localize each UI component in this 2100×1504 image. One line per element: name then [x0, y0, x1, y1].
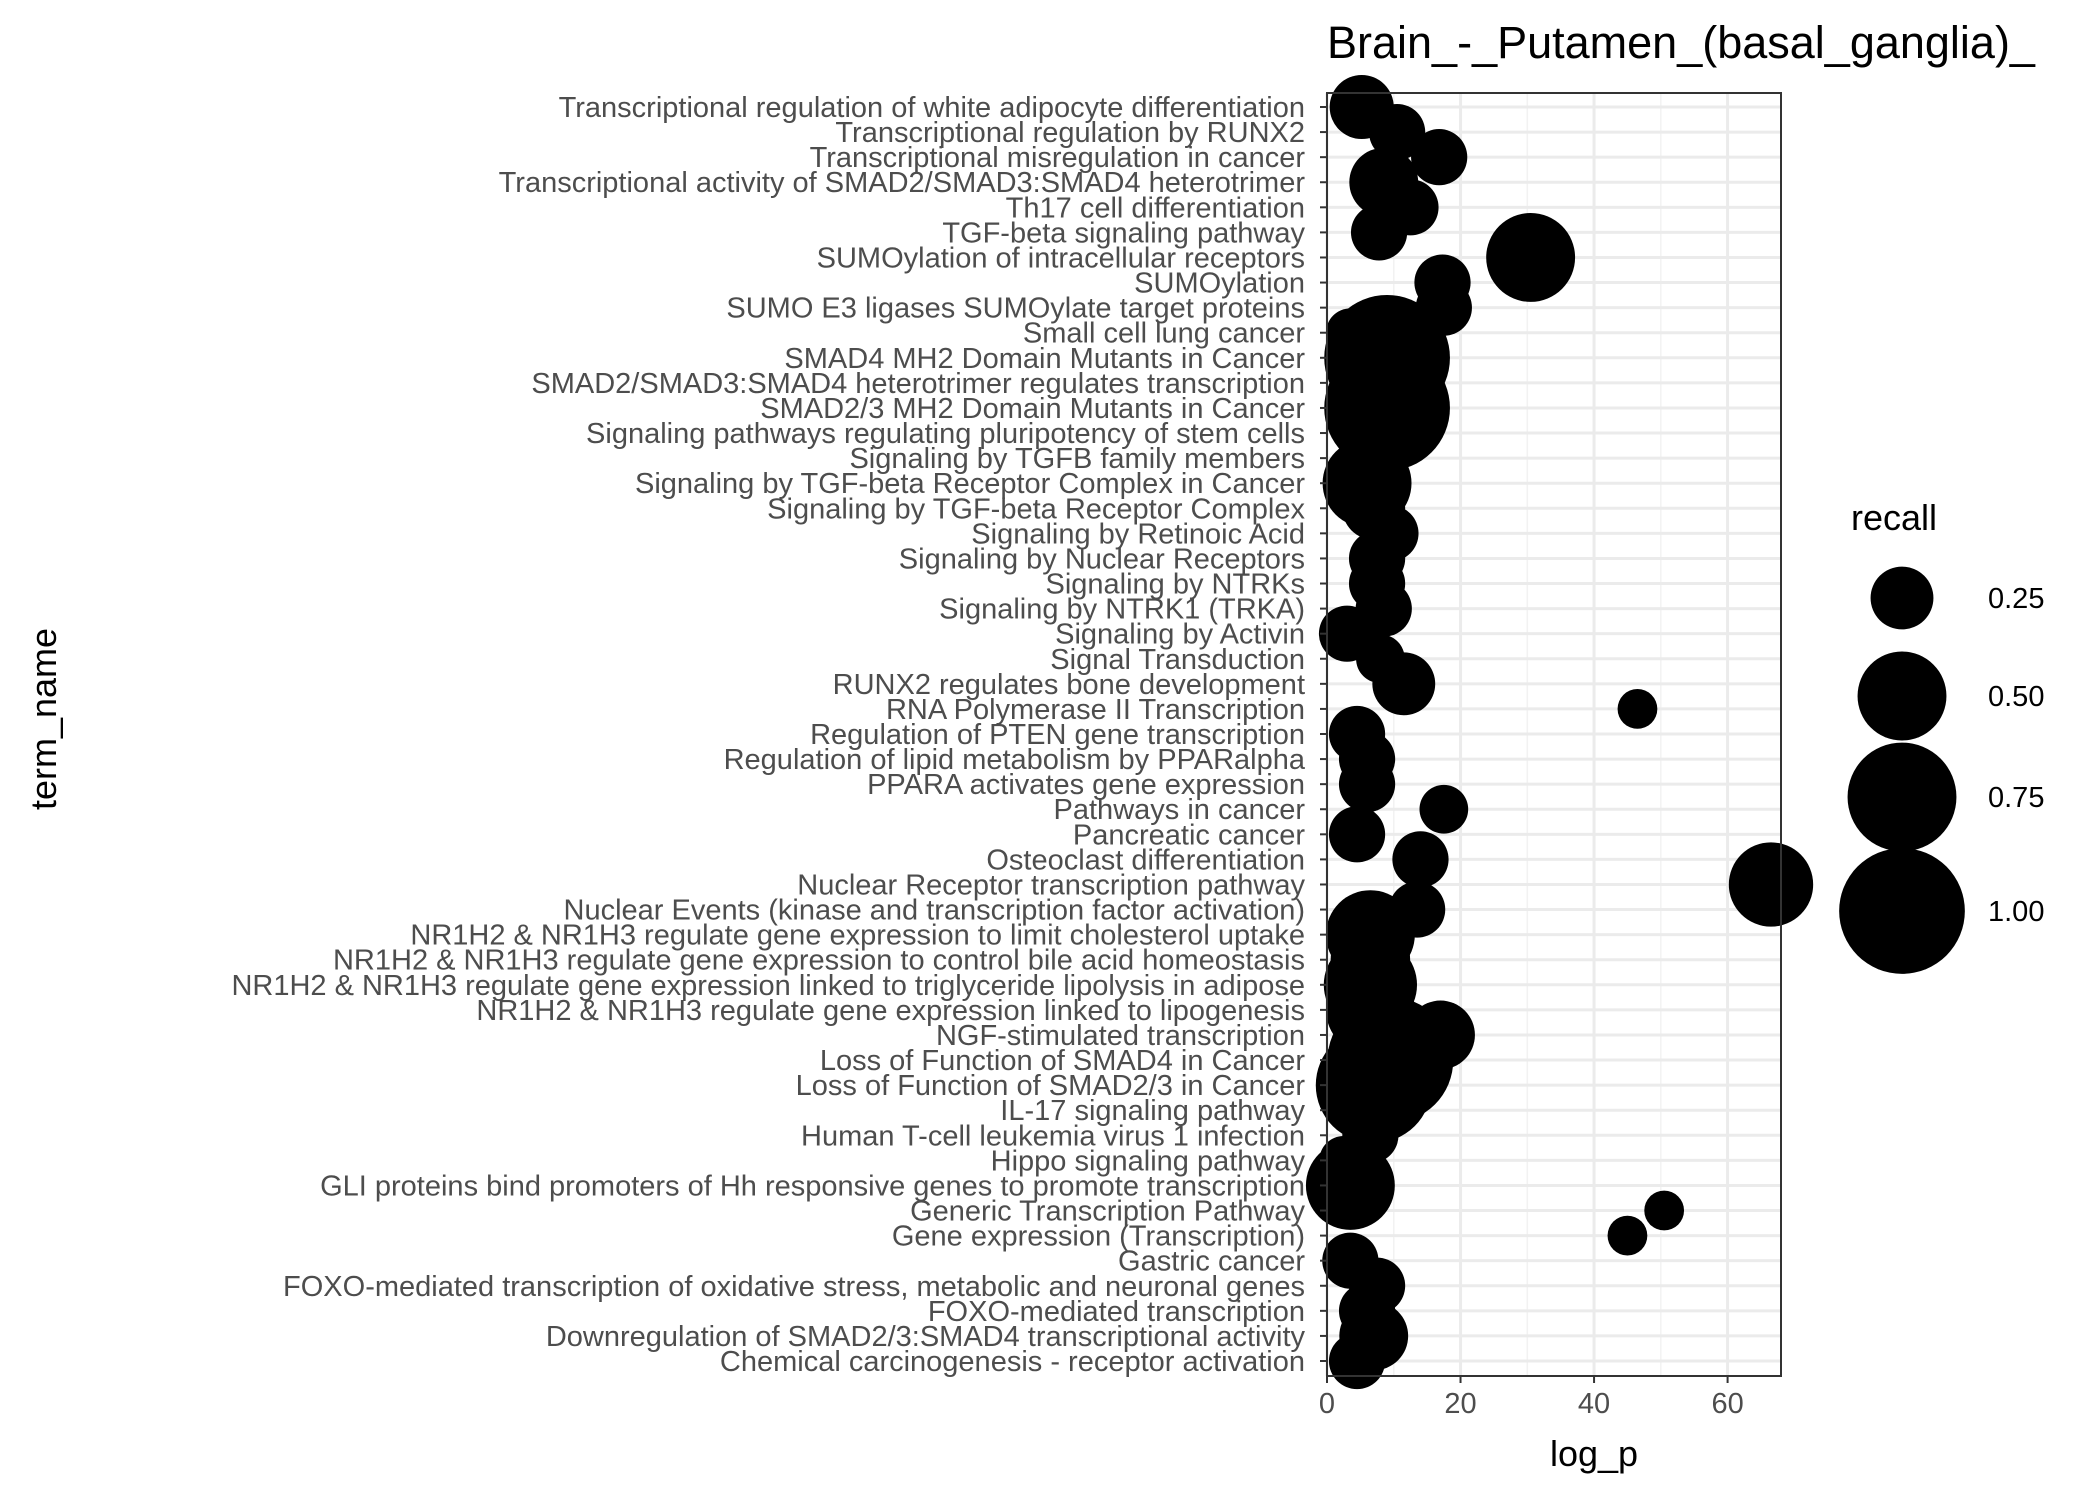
y-tick-label: PPARA activates gene expression — [867, 769, 1305, 801]
data-point — [1607, 1215, 1648, 1256]
y-tick-label: Regulation of lipid metabolism by PPARal… — [724, 744, 1306, 776]
x-tick-label: 40 — [1578, 1388, 1610, 1420]
x-axis-title: log_p — [1550, 1433, 1638, 1474]
y-tick-label: SMAD2/SMAD3:SMAD4 heterotrimer regulates… — [531, 368, 1305, 400]
y-tick-label: Generic Transcription Pathway — [910, 1196, 1305, 1228]
y-tick-label: Signaling by TGF-beta Receptor Complex — [767, 493, 1305, 525]
y-tick-label: Loss of Function of SMAD2/3 in Cancer — [796, 1070, 1306, 1102]
data-point — [1350, 204, 1408, 261]
data-point — [1411, 129, 1468, 186]
y-tick-label: Regulation of PTEN gene transcription — [810, 719, 1305, 751]
legend-key — [1857, 651, 1947, 741]
y-tick-label: Signaling by NTRKs — [1046, 569, 1306, 601]
legend-key — [1847, 742, 1957, 852]
y-tick-label: NR1H2 & NR1H3 regulate gene expression l… — [476, 995, 1305, 1027]
legend-label: 0.75 — [1988, 782, 2044, 814]
y-tick-label: RNA Polymerase II Transcription — [886, 694, 1305, 726]
x-tick-label: 20 — [1444, 1388, 1476, 1420]
y-tick-label: TGF-beta signaling pathway — [942, 217, 1305, 249]
y-tick-label: Pancreatic cancer — [1073, 819, 1305, 851]
y-tick-label: NR1H2 & NR1H3 regulate gene expression l… — [231, 970, 1305, 1002]
y-tick-label: NR1H2 & NR1H3 regulate gene expression t… — [333, 945, 1305, 977]
data-point — [1644, 1190, 1685, 1231]
y-tick-label: IL-17 signaling pathway — [1000, 1095, 1305, 1127]
y-tick-label: Transcriptional regulation of white adip… — [559, 92, 1305, 124]
y-tick-label: Human T-cell leukemia virus 1 infection — [801, 1120, 1305, 1152]
y-tick-label: Downregulation of SMAD2/3:SMAD4 transcri… — [546, 1321, 1306, 1353]
y-tick-label: Signaling by NTRK1 (TRKA) — [939, 594, 1305, 626]
y-tick-label: Hippo signaling pathway — [991, 1145, 1306, 1177]
y-tick-label: NR1H2 & NR1H3 regulate gene expression t… — [410, 920, 1305, 952]
y-tick-label: RUNX2 regulates bone development — [833, 669, 1305, 701]
y-tick-label: Gene expression (Transcription) — [892, 1221, 1305, 1253]
y-tick-label: Gastric cancer — [1118, 1246, 1305, 1278]
data-point — [1372, 652, 1436, 716]
legend-label: 1.00 — [1988, 896, 2044, 928]
y-tick-label: Signaling by Nuclear Receptors — [899, 543, 1305, 575]
y-tick-label: Nuclear Events (kinase and transcription… — [564, 895, 1305, 927]
y-tick-label: SUMOylation — [1134, 268, 1305, 300]
y-tick-label: SUMO E3 ligases SUMOylate target protein… — [726, 293, 1305, 325]
y-tick-label: Transcriptional regulation by RUNX2 — [835, 117, 1305, 149]
y-tick-label: Chemical carcinogenesis - receptor activ… — [720, 1346, 1305, 1378]
legend-label: 0.25 — [1988, 583, 2044, 615]
data-point — [1728, 842, 1814, 927]
y-tick-label: Th17 cell differentiation — [1006, 192, 1305, 224]
y-tick-label: Signaling pathways regulating pluripoten… — [586, 418, 1305, 450]
data-point — [1328, 1332, 1386, 1390]
legend-key — [1870, 566, 1934, 630]
data-point — [1328, 806, 1386, 863]
y-tick-label: GLI proteins bind promoters of Hh respon… — [320, 1170, 1305, 1202]
x-tick-label: 0 — [1319, 1388, 1335, 1420]
y-tick-label: FOXO-mediated transcription — [928, 1296, 1305, 1328]
y-tick-label: Signaling by TGFB family members — [849, 443, 1305, 475]
y-tick-label: Nuclear Receptor transcription pathway — [797, 869, 1305, 901]
y-tick-label: Signal Transduction — [1050, 644, 1305, 676]
data-point — [1305, 1140, 1395, 1230]
y-tick-label: SUMOylation of intracellular receptors — [817, 242, 1305, 274]
legend-key — [1839, 848, 1965, 974]
y-tick-label: Transcriptional activity of SMAD2/SMAD3:… — [499, 167, 1306, 199]
data-point — [1419, 784, 1469, 834]
y-tick-label: Small cell lung cancer — [1023, 318, 1305, 350]
y-tick-label: NGF-stimulated transcription — [936, 1020, 1305, 1052]
y-tick-label: Transcriptional misregulation in cancer — [810, 142, 1306, 174]
legend-label: 0.50 — [1988, 681, 2044, 713]
x-tick-label: 60 — [1711, 1388, 1743, 1420]
y-tick-label: Loss of Function of SMAD4 in Cancer — [820, 1045, 1306, 1077]
y-tick-label: Osteoclast differentiation — [986, 844, 1305, 876]
y-axis-title: term_name — [23, 628, 64, 810]
y-tick-label: SMAD4 MH2 Domain Mutants in Cancer — [784, 343, 1305, 375]
data-point — [1486, 213, 1576, 302]
y-tick-label: Signaling by Retinoic Acid — [971, 518, 1305, 550]
y-tick-label: SMAD2/3 MH2 Domain Mutants in Cancer — [760, 393, 1305, 425]
legend-title: recall — [1851, 497, 1937, 538]
data-point — [1392, 831, 1449, 888]
data-point — [1617, 689, 1658, 729]
chart-title: Brain_-_Putamen_(basal_ganglia)_ — [1327, 17, 2036, 68]
y-tick-label: Pathways in cancer — [1054, 794, 1306, 826]
y-tick-label: Signaling by Activin — [1055, 619, 1305, 651]
panel-border — [1326, 92, 1782, 1377]
y-tick-label: FOXO-mediated transcription of oxidative… — [283, 1271, 1305, 1303]
data-point — [1338, 756, 1396, 813]
y-tick-label: Signaling by TGF-beta Receptor Complex i… — [635, 468, 1305, 500]
data-point — [1368, 103, 1426, 161]
